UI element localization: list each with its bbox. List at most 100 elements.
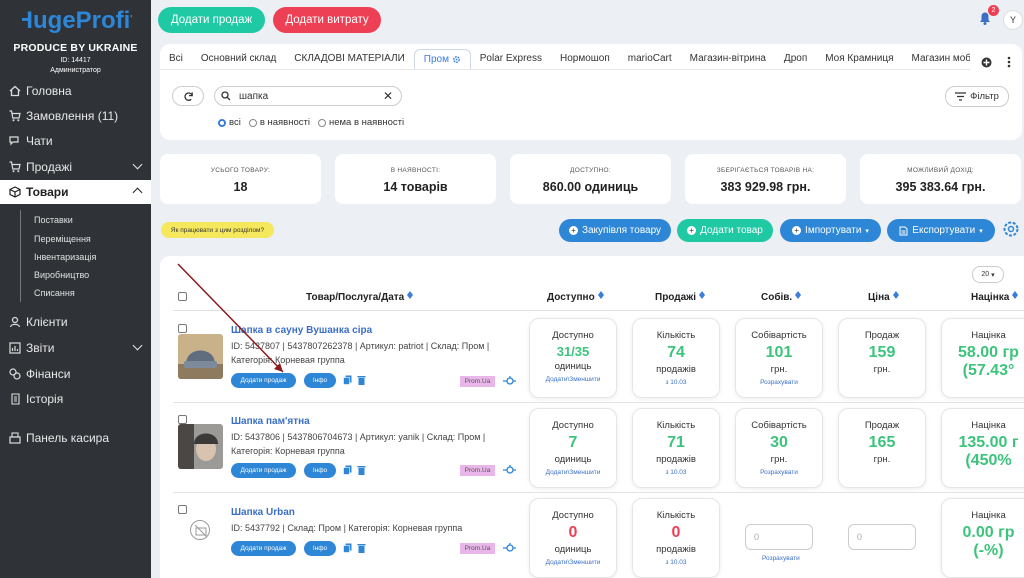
trash-icon[interactable]: [357, 543, 366, 553]
copy-icon[interactable]: [343, 465, 352, 475]
adjust-stock-link[interactable]: Додати\Зменшити: [545, 559, 601, 566]
close-icon[interactable]: ✕: [382, 89, 393, 103]
row-info-button[interactable]: Інфо: [304, 463, 336, 478]
export-button[interactable]: Експортувати ▾: [887, 219, 995, 242]
sidebar-item-orders[interactable]: Замовлення (11): [0, 104, 151, 128]
gear-icon[interactable]: [1001, 219, 1021, 239]
copy-icon[interactable]: [343, 543, 352, 553]
submenu-item-inventory[interactable]: Інвентаризація: [34, 252, 97, 262]
sidebar-item-products[interactable]: Товари: [0, 180, 151, 204]
product-name[interactable]: Шапка в сауну Вушанка сіра: [231, 325, 373, 336]
tab-prom[interactable]: Пром: [413, 48, 471, 69]
per-page-select[interactable]: 20 ▾: [972, 266, 1004, 283]
row-checkbox[interactable]: [178, 324, 187, 333]
row-add-sale-button[interactable]: Додати продаж: [231, 541, 296, 556]
add-expense-button[interactable]: Додати витрату: [273, 7, 381, 33]
sidebar-item-chats[interactable]: Чати: [0, 129, 151, 153]
sidebar-item-history[interactable]: Історія: [0, 387, 151, 411]
col-available[interactable]: Доступно: [547, 291, 604, 303]
sales-cell: Кількість 0 продажів з 10.03: [632, 498, 720, 578]
product-thumbnail[interactable]: [178, 424, 223, 469]
product-thumbnail[interactable]: [178, 334, 223, 379]
calculate-link[interactable]: Розрахувати: [760, 469, 798, 476]
hugeprofit-logo[interactable]: HugeProfit: [22, 4, 132, 34]
sidebar-item-sales[interactable]: Продажі: [0, 155, 151, 179]
link-icon[interactable]: [503, 376, 516, 386]
sales-since: з 10.03: [665, 559, 687, 566]
no-image-icon[interactable]: [190, 520, 210, 540]
howto-button[interactable]: Як працювати з цим розділом?: [161, 222, 274, 238]
chat-icon: [8, 134, 22, 148]
tab-normoshop[interactable]: Нормошоп: [559, 53, 610, 64]
trash-icon[interactable]: [357, 465, 366, 475]
row-add-sale-button[interactable]: Додати продаж: [231, 463, 296, 478]
row-info-button[interactable]: Інфо: [304, 541, 336, 556]
col-product[interactable]: Товар/Послуга/Дата: [306, 291, 414, 303]
price-cell: Продаж 159 грн.: [838, 318, 926, 398]
tab-all[interactable]: Всі: [169, 53, 183, 64]
caret-down-icon: ▾: [979, 227, 983, 235]
tab-my-shop[interactable]: Моя Крамниця: [825, 53, 894, 64]
sidebar-item-home[interactable]: Головна: [0, 79, 151, 103]
price-input[interactable]: 0: [848, 524, 916, 550]
product-name[interactable]: Шапка Urban: [231, 507, 295, 518]
add-tab-icon[interactable]: [980, 56, 992, 68]
bell-icon[interactable]: [977, 10, 993, 26]
adjust-stock-link[interactable]: Додати\Зменшити: [545, 469, 601, 476]
adjust-stock-link[interactable]: Додати\Зменшити: [545, 376, 601, 383]
tab-drop[interactable]: Дроп: [783, 53, 808, 64]
radio-in-stock[interactable]: в наявності: [248, 117, 310, 128]
search-input[interactable]: шапка ✕: [214, 86, 402, 106]
row-checkbox[interactable]: [178, 505, 187, 514]
submenu-item-writeoff[interactable]: Списання: [34, 288, 75, 298]
stat-total: УСЬОГО ТОВАРУ: 18: [160, 154, 321, 204]
calculate-link[interactable]: Розрахувати: [760, 379, 798, 386]
tab-materials[interactable]: СКЛАДОВІ МАТЕРІАЛИ: [294, 53, 405, 64]
refresh-button[interactable]: [172, 86, 204, 106]
tab-polar-express[interactable]: Polar Express: [479, 53, 542, 64]
col-cost[interactable]: Собів.: [761, 291, 802, 303]
tab-showcase-store[interactable]: Магазин-вітрина: [689, 53, 766, 64]
purchase-button[interactable]: + Закупівля товару: [559, 219, 671, 242]
row-add-sale-button[interactable]: Додати продаж: [231, 373, 296, 388]
row-info-button[interactable]: Інфо: [304, 373, 336, 388]
cell-unit: одиниць: [554, 361, 592, 372]
gear-icon[interactable]: [452, 55, 461, 64]
cost-input[interactable]: 0: [745, 524, 813, 550]
add-sale-button[interactable]: Додати продаж: [158, 7, 265, 33]
sales-cell: Кількість 71 продажів з 10.03: [632, 408, 720, 488]
stat-value: 14 товарів: [383, 180, 448, 194]
submenu-item-production[interactable]: Виробництво: [34, 270, 90, 280]
tab-mariocart[interactable]: marioCart: [627, 53, 672, 64]
submenu-item-supplies[interactable]: Поставки: [34, 215, 73, 225]
select-all-checkbox[interactable]: [178, 292, 187, 301]
sidebar-item-finances[interactable]: Фінанси: [0, 362, 151, 386]
stat-value: 18: [233, 180, 248, 194]
copy-icon[interactable]: [343, 375, 352, 385]
tab-mobile-store[interactable]: Магазин мобільної те: [911, 53, 970, 64]
sidebar-item-reports[interactable]: Звіти: [0, 336, 151, 360]
row-checkbox[interactable]: [178, 415, 187, 424]
col-margin[interactable]: Націнка: [971, 291, 1019, 303]
price-cell: Продаж 165 грн.: [838, 408, 926, 488]
import-button[interactable]: + Імпортувати ▾: [780, 219, 881, 242]
link-icon[interactable]: [503, 543, 516, 553]
trash-icon[interactable]: [357, 375, 366, 385]
radio-all[interactable]: всі: [218, 117, 241, 128]
filter-button[interactable]: Фільтр: [945, 86, 1009, 107]
avatar[interactable]: Y: [1003, 10, 1023, 30]
sidebar-item-clients[interactable]: Клієнти: [0, 310, 151, 334]
radio-out-of-stock[interactable]: нема в наявності: [317, 117, 404, 128]
add-product-button[interactable]: + Додати товар: [677, 219, 773, 242]
product-name[interactable]: Шапка пам'ятна: [231, 416, 310, 427]
sidebar-item-cashier[interactable]: Панель касира: [0, 426, 151, 450]
col-sales[interactable]: Продажі: [655, 291, 706, 303]
submenu-item-transfers[interactable]: Переміщення: [34, 234, 91, 244]
product-info-line: ID: 5437807 | 5437807262378 | Артикул: p…: [231, 341, 490, 351]
more-vertical-icon[interactable]: [1003, 56, 1015, 68]
calculate-link[interactable]: Розрахувати: [762, 555, 800, 562]
tab-main-warehouse[interactable]: Основний склад: [200, 53, 277, 64]
chevron-down-icon: [132, 340, 143, 351]
col-price[interactable]: Ціна: [868, 291, 899, 303]
link-icon[interactable]: [503, 465, 516, 475]
